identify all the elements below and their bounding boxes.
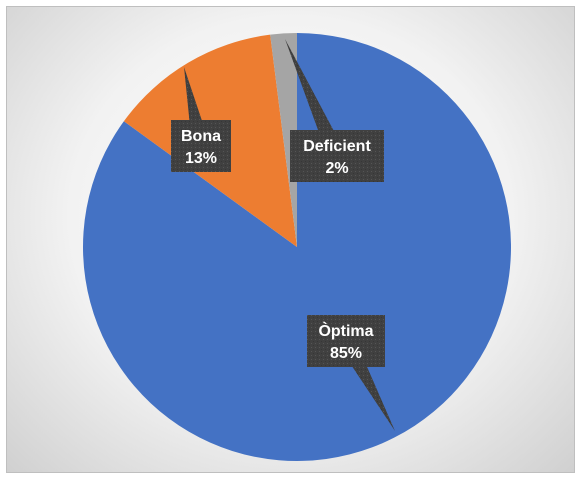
slice-value-label-1: 13% (185, 150, 217, 167)
callout-box-1 (171, 120, 231, 172)
slice-value-label-2: 2% (325, 160, 348, 177)
pie-chart: Òptima 85% Bona 13% Deficient 2% (82, 33, 512, 461)
pie-slice-2 (270, 33, 297, 247)
data-label-callout-2: Deficient 2% (285, 39, 384, 182)
slice-category-label-1: Bona (181, 128, 221, 145)
chart-frame: Òptima 85% Bona 13% Deficient 2% (6, 6, 575, 473)
callout-pointer-2 (285, 39, 346, 160)
callout-box-2 (290, 130, 384, 182)
data-label-callout-0: Òptima 85% (307, 315, 395, 431)
slice-category-label-2: Deficient (303, 138, 371, 155)
slice-value-label-0: 85% (330, 345, 362, 362)
data-label-callout-1: Bona 13% (171, 67, 231, 172)
callout-box-0 (307, 315, 385, 367)
slice-category-label-0: Òptima (318, 321, 373, 340)
